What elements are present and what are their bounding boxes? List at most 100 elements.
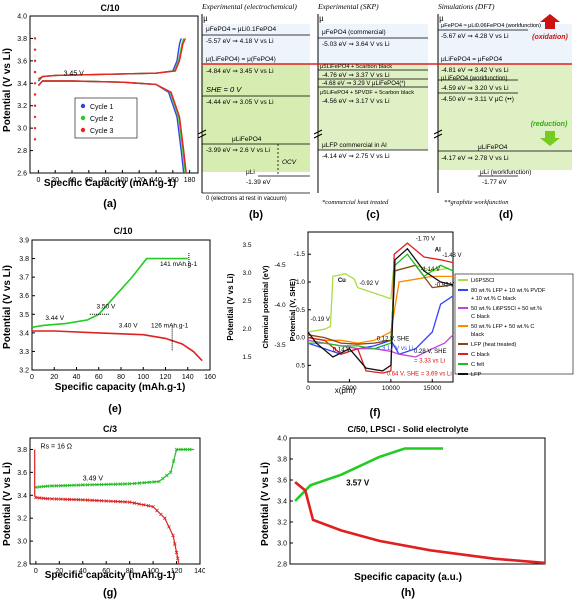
panel-g-charge-marker bbox=[118, 482, 123, 486]
panel-a-cycle-3-charge bbox=[38, 38, 187, 80]
panel-f-legend-label: black bbox=[471, 332, 484, 338]
panel-a-xtick-label: 60 bbox=[85, 177, 93, 184]
panel-g-discharge-marker bbox=[132, 501, 137, 505]
panel-f-legend-label: 50 wt.% Li6PS5Cl + 50 wt.% bbox=[471, 306, 542, 312]
panel-a-ocv-point bbox=[33, 93, 37, 96]
panel-f-annotation: -0.92 V bbox=[435, 282, 454, 288]
panel-g-discharge-marker bbox=[173, 542, 177, 546]
panel-e-ytick-label: 3.2 bbox=[19, 368, 29, 375]
panel-e-xtick-label: 120 bbox=[160, 374, 172, 381]
panel-g-charge-marker bbox=[99, 482, 104, 487]
panel-b-label: (b) bbox=[249, 209, 263, 221]
panel-g-charge-marker bbox=[174, 447, 179, 452]
panel-g-discharge-marker bbox=[141, 503, 146, 507]
panel-g-discharge-marker bbox=[54, 497, 59, 501]
panel-g-charge-marker bbox=[127, 482, 132, 486]
panel-b-l1: μFePO4 = μLi0.1FePO4 bbox=[206, 26, 277, 33]
panel-f-legend-label: LFP bbox=[471, 372, 482, 378]
panel-f-xtick-label: 0 bbox=[306, 385, 310, 392]
panel-e-annotation: 141 mAh.g-1 bbox=[160, 261, 198, 268]
panel-g-discharge-marker bbox=[104, 499, 108, 503]
panel-g-xtick-label: 20 bbox=[55, 568, 63, 575]
panel-g-discharge-marker bbox=[63, 497, 67, 502]
panel-f-frame bbox=[307, 231, 454, 383]
panel-g-discharge-marker bbox=[58, 497, 63, 501]
panel-f-annotation: Al bbox=[435, 247, 441, 253]
panel-g-discharge-marker bbox=[155, 508, 159, 513]
panel-d-l11: -1.77 eV bbox=[482, 179, 507, 186]
panel-a-ytick-label: 3.0 bbox=[17, 126, 27, 133]
panel-f-legend-label: Li6PS5Cl bbox=[471, 278, 494, 284]
panel-a-xtick-label: 0 bbox=[36, 177, 40, 184]
panel-c-blue-band bbox=[318, 24, 428, 64]
panel-h-ytick-label: 3.6 bbox=[277, 478, 287, 485]
panel-f-series-curve bbox=[307, 247, 454, 372]
panel-g-discharge-marker bbox=[174, 550, 179, 555]
panel-g-charge-marker bbox=[161, 476, 165, 481]
panel-g-discharge-marker bbox=[167, 524, 171, 529]
panel-f-mid-tick-label: -3.5 bbox=[274, 342, 286, 349]
panel-d-l4: -4.81 eV ⇒ 3.42 V vs Li bbox=[441, 67, 509, 74]
panel-d-note: **graphite workfunction bbox=[444, 199, 508, 206]
panel-g-xtick-label: 40 bbox=[79, 568, 87, 575]
panel-f-ytick-label: 0.0 bbox=[296, 335, 305, 342]
panel-e-xtick-label: 100 bbox=[137, 374, 149, 381]
panel-g-charge-marker bbox=[50, 484, 54, 488]
panel-c-header: Experimental (SKP) bbox=[317, 2, 379, 11]
panel-g-charge-marker bbox=[109, 482, 113, 487]
panel-f-xlabel: x(μm) bbox=[335, 386, 356, 395]
panel-f-xtick-label: 10000 bbox=[382, 385, 400, 392]
panel-g-xtick-label: 80 bbox=[126, 568, 134, 575]
panel-a-legend-label: Cycle 3 bbox=[90, 128, 113, 135]
panel-d-l9: -4.17 eV ⇒ 2.78 V vs Li bbox=[441, 155, 509, 162]
panel-g-discharge-marker bbox=[163, 516, 167, 520]
panel-g-charge-marker bbox=[85, 483, 90, 487]
panel-f-ytick-label: -1.0 bbox=[294, 279, 306, 286]
panel-f-legend bbox=[454, 273, 574, 375]
panel-d-l2: -5.67 eV ⇒ 4.28 V vs Li bbox=[441, 33, 509, 40]
panel-h-xlabel: Specific capacity (a.u.) bbox=[354, 572, 462, 583]
panel-e-chart: C/10 0 20 40 60 80 100 120 140 160 3.2 3.3 3.4 3.5 3.… bbox=[2, 226, 216, 415]
panel-d-l1: μFePO4 ≈ μLi0.06FePO4 (workfunction) bbox=[441, 23, 541, 29]
panel-c-green-band bbox=[318, 64, 428, 150]
panel-g-discharge-marker bbox=[90, 498, 94, 503]
panel-f-legend-label: C black bbox=[471, 352, 490, 358]
panel-g-charge-marker bbox=[142, 480, 147, 485]
panel-d-header: Simulations (DFT) bbox=[438, 2, 495, 11]
panel-e-label: (e) bbox=[108, 403, 122, 415]
panel-g-chart: C/3 0 20 40 60 80 100 120 140 2.8 3.0 3.2 3.4 3.6 3.8… bbox=[2, 424, 205, 599]
panel-e-xtick-label: 0 bbox=[30, 374, 34, 381]
panel-e-title: C/10 bbox=[113, 226, 132, 236]
panel-f-annotation: = 3.17 V vs Li bbox=[377, 346, 414, 352]
panel-b-l9: μLi bbox=[246, 169, 255, 176]
panel-g-charge-marker bbox=[80, 483, 85, 487]
panel-e-xtick-label: 40 bbox=[73, 374, 81, 381]
panel-g-charge-marker bbox=[41, 484, 46, 489]
panel-g-charge-marker bbox=[45, 484, 50, 488]
panel-g-discharge-marker bbox=[80, 498, 85, 502]
panel-b-l8: -3.99 eV ⇒ 2.6 V vs Li bbox=[206, 147, 270, 154]
panel-b-blue-band bbox=[202, 24, 310, 64]
panel-g-discharge-marker bbox=[137, 502, 141, 506]
panel-d-l3: μLiFePO4 = μFePO4 bbox=[441, 56, 503, 63]
panel-f-left-tick-label: 2.5 bbox=[242, 298, 251, 305]
panel-g-xtick-label: 60 bbox=[102, 568, 110, 575]
energy-level-diagram: Experimental (electrochemical) Experimen… bbox=[198, 2, 572, 221]
panel-f-series-curve bbox=[307, 242, 454, 374]
panel-h-chart: C/50, LPSCl - Solid electrolyte 2.8 3.0 3.… bbox=[260, 424, 546, 599]
panel-g-annotation: 3.49 V bbox=[83, 475, 104, 482]
panel-f-label: (f) bbox=[370, 407, 381, 419]
panel-h-charge-curve bbox=[294, 447, 443, 502]
panel-h-label: (h) bbox=[401, 587, 415, 599]
panel-a-xtick-label: 180 bbox=[184, 177, 196, 184]
panel-f-annotation: 0.64 V, SHE = 3.69 vs Li bbox=[387, 371, 452, 377]
panel-g-discharge-marker bbox=[50, 497, 54, 501]
panel-c-l2: -5.03 eV ⇒ 3.64 V vs Li bbox=[322, 41, 390, 48]
panel-e-ytick-label: 3.9 bbox=[19, 238, 29, 245]
panel-g-charge-marker bbox=[37, 485, 42, 489]
panel-f-annotation: -1.14 V bbox=[421, 267, 440, 273]
panel-d-l6: -4.59 eV ⇒ 3.20 V vs Li bbox=[441, 85, 509, 92]
panel-a-ocv-point bbox=[33, 82, 37, 85]
panel-g-xtick-label: 120 bbox=[171, 568, 183, 575]
oxidation-arrow-icon bbox=[540, 14, 560, 29]
